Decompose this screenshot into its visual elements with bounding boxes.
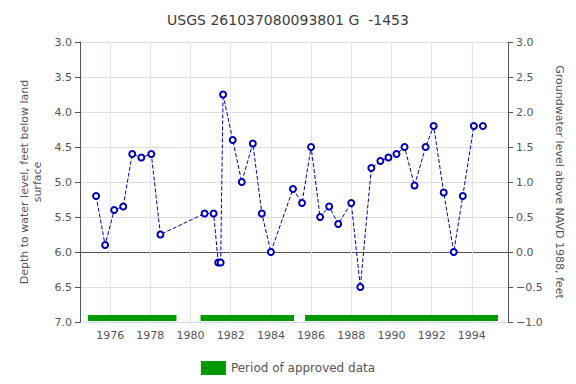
- svg-text:1.0: 1.0: [516, 176, 534, 189]
- svg-text:surface: surface: [31, 161, 44, 202]
- svg-text:2.0: 2.0: [516, 106, 534, 119]
- svg-text:1980: 1980: [177, 329, 205, 342]
- svg-text:1978: 1978: [136, 329, 164, 342]
- svg-text:1994: 1994: [458, 329, 486, 342]
- svg-text:6.0: 6.0: [55, 246, 73, 259]
- svg-text:USGS 261037080093801 G -1453: USGS 261037080093801 G -1453: [167, 12, 409, 28]
- svg-text:1982: 1982: [217, 329, 245, 342]
- svg-text:1988: 1988: [337, 329, 365, 342]
- svg-text:Depth to water level, feet bel: Depth to water level, feet below land: [18, 80, 31, 285]
- svg-text:5.5: 5.5: [55, 211, 73, 224]
- svg-text:0.5: 0.5: [516, 211, 534, 224]
- svg-text:4.5: 4.5: [55, 141, 73, 154]
- svg-text:0.0: 0.0: [516, 246, 534, 259]
- svg-text:3.0: 3.0: [55, 36, 73, 49]
- svg-text:1.5: 1.5: [516, 141, 534, 154]
- svg-text:1992: 1992: [418, 329, 446, 342]
- svg-text:3.5: 3.5: [55, 71, 73, 84]
- svg-text:7.0: 7.0: [55, 316, 73, 329]
- svg-text:6.5: 6.5: [55, 281, 73, 294]
- svg-text:−0.5: −0.5: [516, 281, 543, 294]
- svg-text:−1.0: −1.0: [516, 316, 543, 329]
- svg-text:1976: 1976: [96, 329, 124, 342]
- svg-text:1984: 1984: [257, 329, 285, 342]
- svg-text:3.0: 3.0: [516, 36, 534, 49]
- svg-text:Period of approved data: Period of approved data: [231, 361, 375, 375]
- svg-text:4.0: 4.0: [55, 106, 73, 119]
- svg-text:5.0: 5.0: [55, 176, 73, 189]
- svg-text:1990: 1990: [377, 329, 405, 342]
- svg-text:2.5: 2.5: [516, 71, 534, 84]
- svg-text:Groundwater level above NAVD 1: Groundwater level above NAVD 1988, feet: [553, 65, 566, 299]
- svg-text:1986: 1986: [297, 329, 325, 342]
